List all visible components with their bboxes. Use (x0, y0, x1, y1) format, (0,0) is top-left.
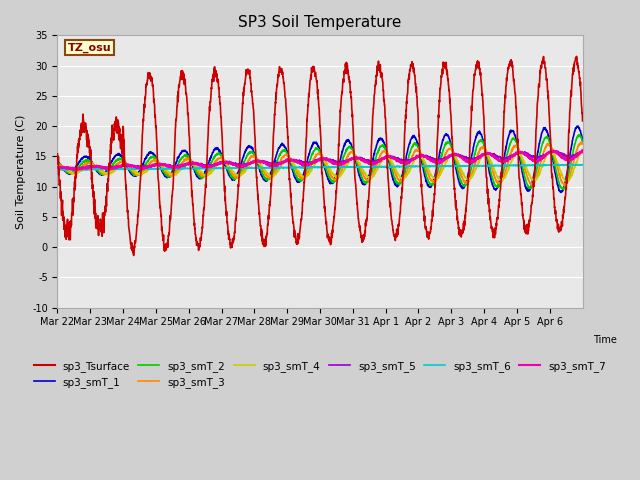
Line: sp3_smT_6: sp3_smT_6 (58, 164, 582, 170)
sp3_smT_6 (54, 167, 61, 173)
sp3_smT_3 (106, 169, 114, 175)
Y-axis label: Soil Temperature (C): Soil Temperature (C) (17, 114, 26, 228)
sp3_smT_5 (550, 147, 557, 153)
sp3_smT_7 (572, 155, 579, 160)
sp3_smT_4 (572, 162, 579, 168)
sp3_smT_2 (572, 141, 579, 146)
sp3_smT_7 (220, 160, 227, 166)
sp3_Tsurface (572, 58, 579, 64)
sp3_smT_6 (351, 164, 359, 170)
sp3_smT_3 (577, 140, 585, 145)
Line: sp3_smT_7: sp3_smT_7 (58, 150, 582, 170)
sp3_smT_7 (54, 165, 61, 170)
sp3_Tsurface (579, 118, 586, 124)
sp3_smT_1 (508, 128, 515, 133)
sp3_smT_4 (579, 148, 586, 154)
sp3_smT_7 (351, 155, 359, 160)
sp3_Tsurface (478, 89, 486, 95)
sp3_smT_2 (54, 160, 61, 166)
sp3_smT_1 (220, 156, 227, 162)
sp3_smT_2 (579, 139, 586, 144)
sp3_smT_7 (106, 165, 114, 170)
sp3_smT_3 (54, 162, 61, 168)
sp3_Tsurface (130, 252, 138, 258)
sp3_smT_1 (351, 156, 359, 161)
sp3_Tsurface (508, 58, 515, 64)
Line: sp3_smT_5: sp3_smT_5 (58, 150, 582, 169)
sp3_smT_7 (478, 153, 486, 159)
sp3_smT_5 (572, 152, 579, 158)
sp3_smT_1 (574, 123, 582, 129)
Line: sp3_smT_2: sp3_smT_2 (58, 135, 582, 190)
sp3_smT_5 (106, 166, 114, 171)
sp3_Tsurface (106, 159, 114, 165)
sp3_smT_2 (351, 153, 359, 159)
sp3_smT_6 (478, 163, 486, 168)
sp3_smT_5 (74, 167, 82, 172)
sp3_smT_5 (478, 153, 486, 158)
sp3_smT_1 (54, 158, 61, 164)
sp3_smT_3 (508, 148, 515, 154)
sp3_Tsurface (573, 53, 580, 59)
sp3_smT_4 (220, 158, 227, 164)
sp3_smT_6 (579, 162, 586, 168)
sp3_smT_4 (563, 179, 570, 184)
sp3_smT_7 (508, 154, 515, 159)
sp3_smT_3 (220, 156, 227, 162)
Text: TZ_osu: TZ_osu (68, 42, 111, 53)
sp3_smT_7 (74, 167, 81, 173)
sp3_smT_2 (575, 132, 582, 138)
sp3_smT_3 (572, 153, 579, 159)
sp3_smT_5 (508, 152, 515, 158)
Line: sp3_smT_1: sp3_smT_1 (58, 126, 582, 192)
sp3_smT_4 (54, 164, 61, 169)
sp3_smT_1 (478, 133, 486, 139)
Line: sp3_smT_4: sp3_smT_4 (58, 151, 582, 181)
sp3_smT_6 (220, 165, 227, 171)
sp3_Tsurface (351, 180, 359, 186)
sp3_smT_2 (478, 138, 486, 144)
sp3_smT_2 (508, 138, 515, 144)
Line: sp3_smT_3: sp3_smT_3 (58, 143, 582, 186)
sp3_smT_4 (106, 169, 114, 175)
sp3_smT_2 (559, 187, 567, 192)
Title: SP3 Soil Temperature: SP3 Soil Temperature (238, 15, 402, 30)
sp3_smT_7 (579, 147, 586, 153)
sp3_Tsurface (220, 168, 227, 173)
sp3_smT_5 (54, 165, 61, 170)
Legend: sp3_Tsurface, sp3_smT_1, sp3_smT_2, sp3_smT_3, sp3_smT_4, sp3_smT_5, sp3_smT_6, : sp3_Tsurface, sp3_smT_1, sp3_smT_2, sp3_… (29, 357, 611, 392)
sp3_smT_5 (351, 156, 359, 161)
Text: Time: Time (593, 335, 617, 345)
sp3_smT_3 (579, 141, 586, 146)
sp3_smT_2 (106, 166, 114, 171)
sp3_smT_5 (579, 148, 586, 154)
sp3_smT_6 (58, 167, 66, 173)
Line: sp3_Tsurface: sp3_Tsurface (58, 56, 582, 255)
sp3_smT_6 (572, 162, 579, 168)
sp3_smT_3 (351, 152, 359, 158)
sp3_smT_3 (561, 183, 569, 189)
sp3_smT_1 (572, 127, 579, 133)
sp3_Tsurface (54, 151, 61, 157)
sp3_smT_1 (106, 162, 114, 168)
sp3_smT_1 (579, 138, 586, 144)
sp3_smT_6 (508, 163, 515, 168)
sp3_smT_4 (508, 159, 515, 165)
sp3_smT_5 (220, 160, 227, 166)
sp3_smT_1 (557, 190, 565, 195)
sp3_smT_4 (351, 156, 359, 161)
sp3_smT_2 (220, 156, 227, 162)
sp3_smT_6 (106, 167, 114, 172)
sp3_smT_4 (478, 154, 486, 159)
sp3_smT_3 (478, 144, 486, 150)
sp3_smT_6 (566, 161, 574, 167)
